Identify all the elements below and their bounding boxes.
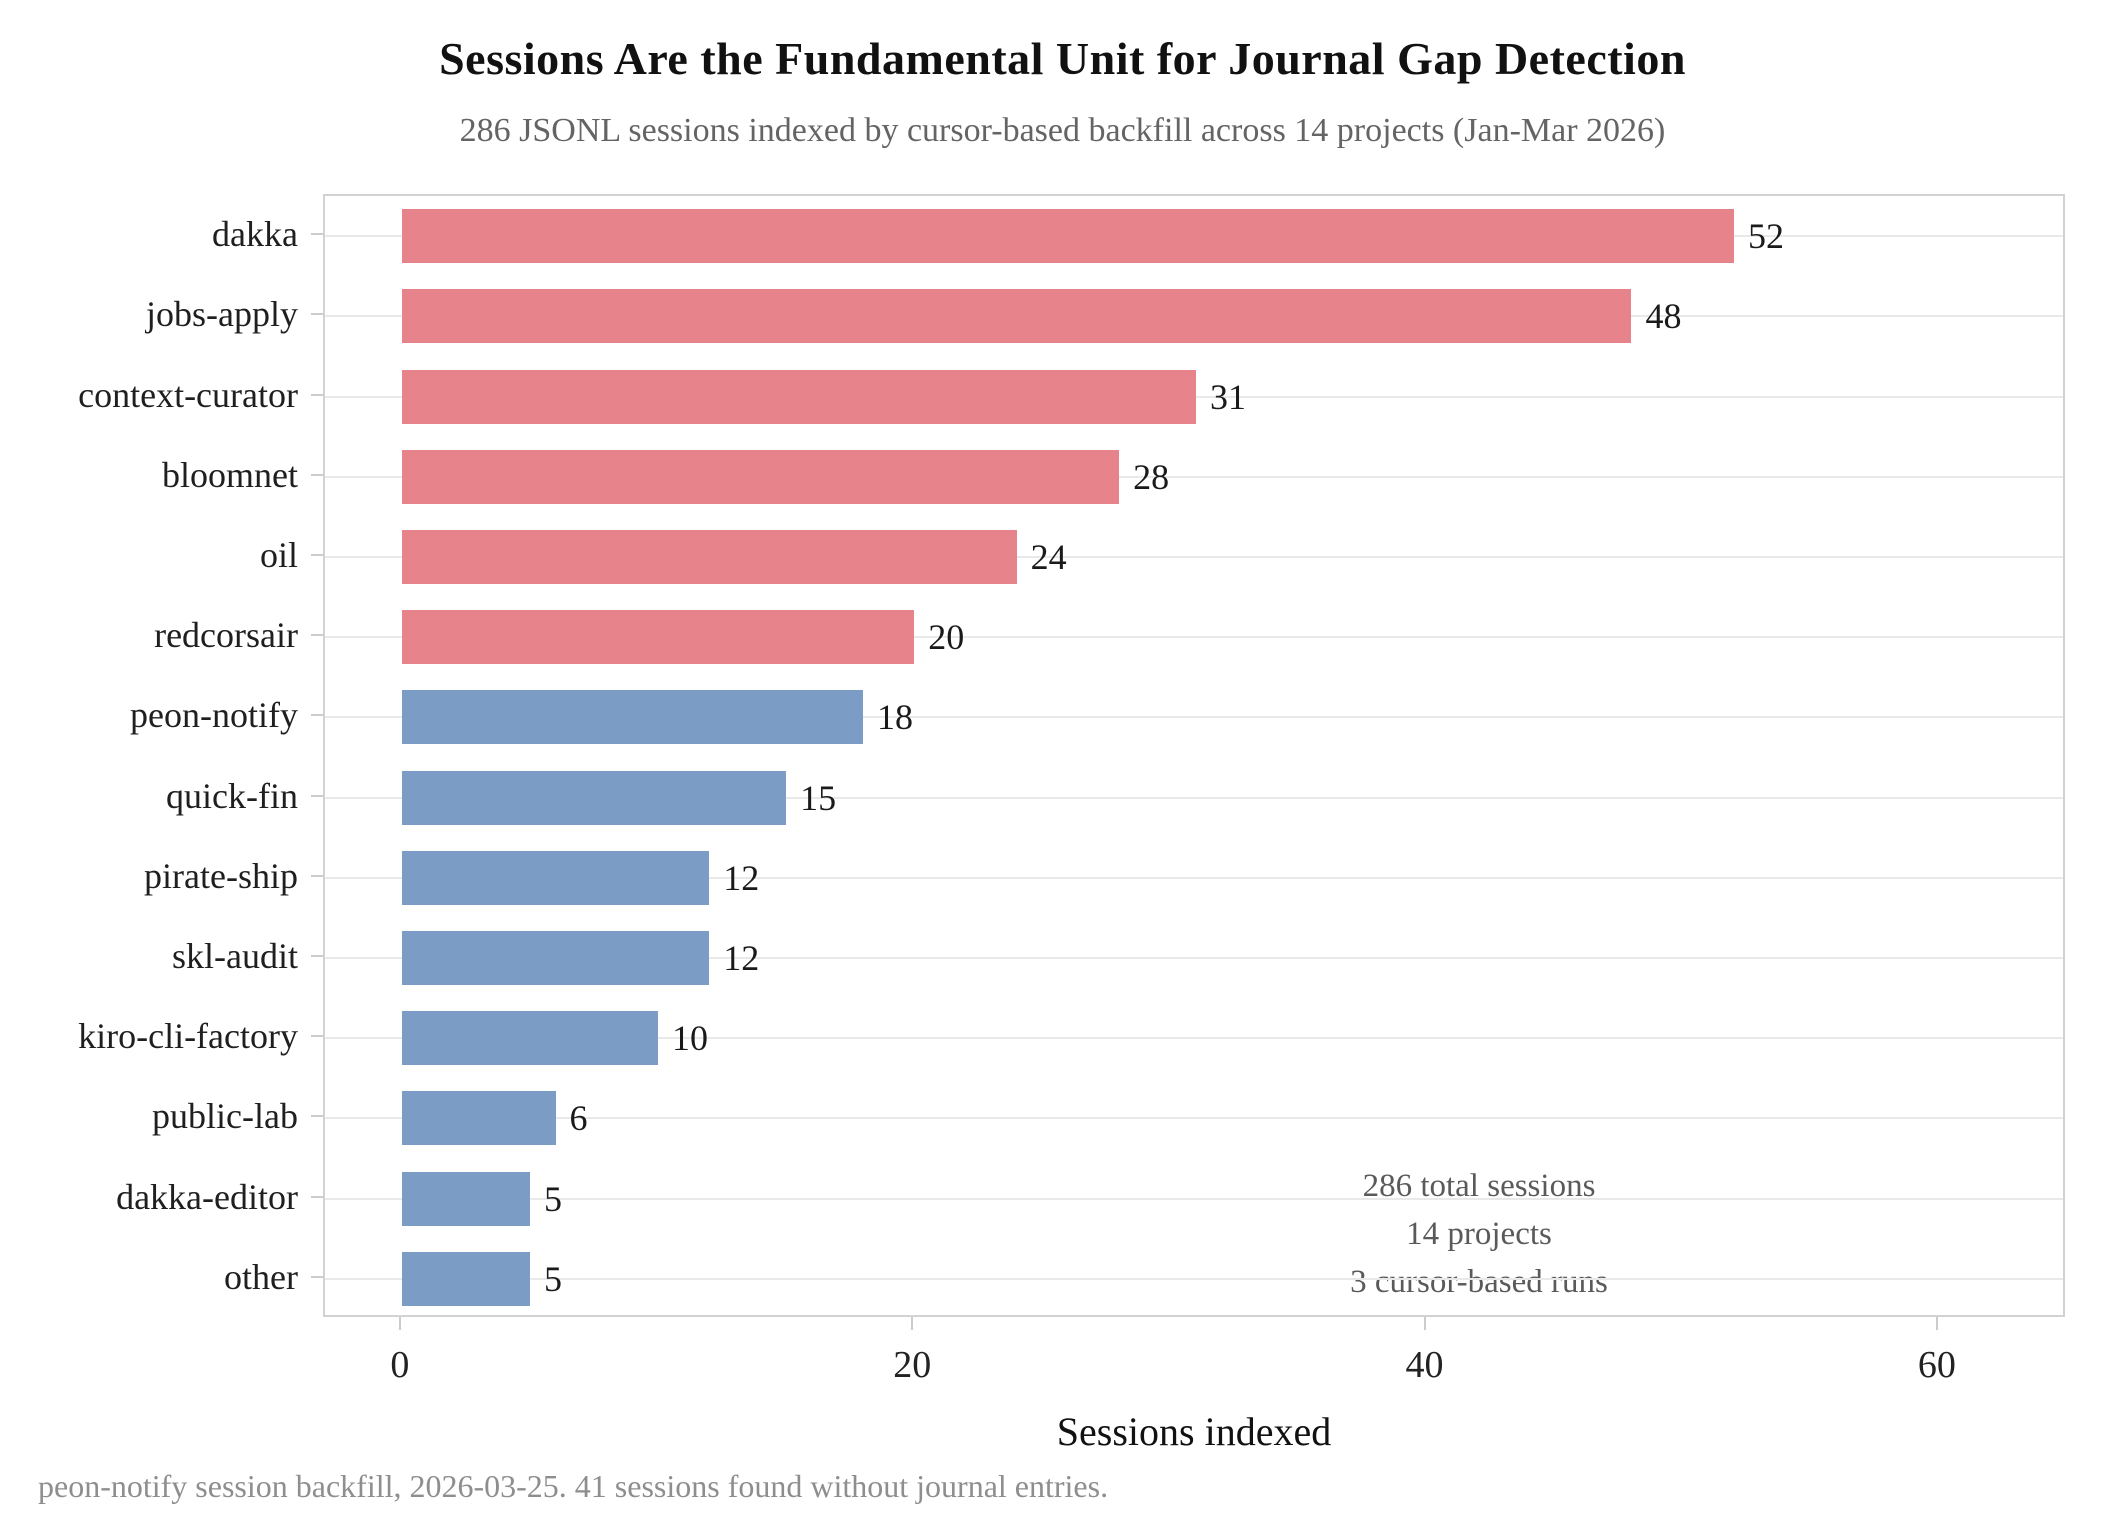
y-tick (311, 1275, 323, 1278)
bar (401, 449, 1120, 504)
gridline (325, 1277, 2063, 1280)
y-tick (311, 393, 323, 396)
category-label: bloomnet (162, 454, 298, 495)
category-label: other (224, 1256, 298, 1297)
bar-value-label: 18 (876, 697, 913, 738)
category-label: dakka-editor (116, 1176, 298, 1217)
annotation: 286 total sessions 14 projects 3 cursor-… (1350, 1162, 1608, 1306)
gridline (325, 957, 2063, 960)
bar-value-label: 24 (1030, 536, 1067, 577)
category-label: dakka (212, 214, 298, 255)
y-tick (311, 1115, 323, 1118)
bar-value-label: 6 (569, 1098, 588, 1139)
y-tick (311, 874, 323, 877)
bar-value-label: 5 (543, 1178, 562, 1219)
bar-value-label: 28 (1133, 456, 1170, 497)
bar-value-label: 15 (800, 777, 837, 818)
bar-value-label: 10 (672, 1018, 709, 1059)
y-tick (311, 553, 323, 556)
bar-value-label: 48 (1645, 296, 1682, 337)
x-tick (398, 1317, 401, 1330)
gridline (325, 876, 2063, 879)
bar (401, 209, 1734, 264)
y-tick (311, 1035, 323, 1038)
gridline (325, 1037, 2063, 1040)
category-label: context-curator (78, 374, 298, 415)
gridline (325, 1197, 2063, 1200)
bar (401, 369, 1196, 424)
x-tick (1935, 1317, 1938, 1330)
x-axis-label: Sessions indexed (1056, 1409, 1332, 1454)
x-tick-label: 60 (1917, 1344, 1956, 1386)
category-label: quick-fin (166, 775, 298, 816)
gridline (325, 475, 2063, 478)
bar (401, 770, 787, 825)
category-label: redcorsair (154, 615, 298, 656)
footer-caption: peon-notify session backfill, 2026-03-25… (38, 1468, 1109, 1504)
bar (401, 289, 1632, 344)
bar-value-label: 12 (723, 938, 760, 979)
category-label: kiro-cli-factory (78, 1016, 298, 1057)
bar (401, 690, 863, 745)
x-tick-label: 40 (1405, 1344, 1444, 1386)
y-tick (311, 1195, 323, 1198)
bar-value-label: 20 (928, 617, 965, 658)
gridline (325, 1117, 2063, 1120)
gridline (325, 716, 2063, 719)
annotation-line: 14 projects (1406, 1216, 1552, 1252)
gridline (325, 636, 2063, 639)
x-tick (1423, 1317, 1426, 1330)
category-label: peon-notify (130, 695, 298, 736)
bar-value-label: 5 (543, 1258, 562, 1299)
bar-value-label: 31 (1210, 376, 1246, 417)
bar (401, 850, 710, 905)
category-label: jobs-apply (146, 294, 298, 335)
annotation-line: 3 cursor-based runs (1350, 1264, 1608, 1300)
x-tick (911, 1317, 914, 1330)
y-tick (311, 794, 323, 797)
gridline (325, 555, 2063, 558)
bar (401, 529, 1017, 584)
annotation-line: 286 total sessions (1362, 1168, 1596, 1204)
x-tick-label: 20 (893, 1344, 932, 1386)
bar (401, 1251, 530, 1306)
category-label: skl-audit (172, 936, 298, 977)
bar (401, 1011, 659, 1066)
bar (401, 610, 915, 665)
y-tick (311, 955, 323, 958)
y-tick (311, 473, 323, 476)
bar-value-label: 52 (1747, 216, 1784, 257)
plot-area: 286 total sessions 14 projects 3 cursor-… (323, 194, 2065, 1317)
gridline (325, 796, 2063, 799)
y-tick (311, 634, 323, 637)
bar (401, 931, 710, 986)
x-tick-label: 0 (390, 1344, 410, 1386)
bar (401, 1091, 556, 1146)
y-tick (311, 714, 323, 717)
category-label: oil (259, 534, 298, 575)
chart-title: Sessions Are the Fundamental Unit for Jo… (439, 33, 1686, 84)
y-tick (311, 233, 323, 236)
chart-subtitle: 286 JSONL sessions indexed by cursor-bas… (459, 112, 1666, 149)
y-tick (311, 313, 323, 316)
bar-value-label: 12 (723, 857, 760, 898)
category-label: pirate-ship (144, 855, 298, 896)
category-label: public-lab (152, 1096, 298, 1137)
bar (401, 1171, 530, 1226)
